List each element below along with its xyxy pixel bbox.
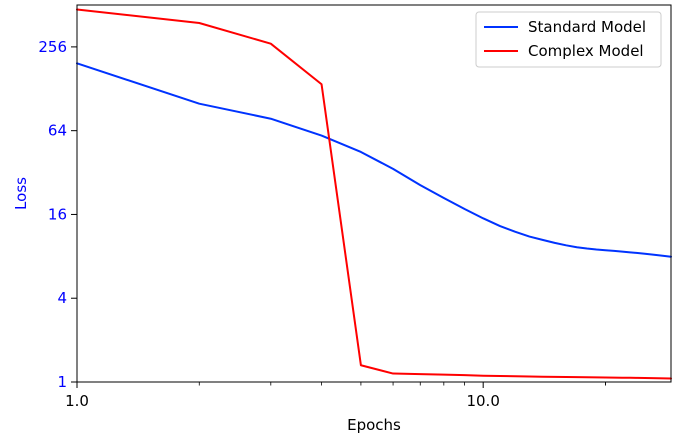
x-axis-title: Epochs <box>347 416 401 434</box>
y-tick-label: 64 <box>48 122 67 140</box>
y-tick-label: 256 <box>38 38 67 56</box>
legend-label: Standard Model <box>528 18 646 36</box>
y-tick-label: 1 <box>57 373 67 391</box>
series-line-2 <box>76 8 672 380</box>
plot-frame <box>76 4 672 383</box>
legend: Standard Model Complex Model <box>475 11 662 68</box>
y-axis-title: Loss <box>12 177 30 210</box>
legend-box <box>475 11 662 68</box>
x-tick-label: 1.0 <box>65 392 89 410</box>
y-tick-label: 4 <box>57 289 67 307</box>
x-axis: 1.0 10.0 <box>65 382 606 410</box>
y-axis: 1 4 16 64 256 <box>38 38 77 391</box>
x-tick-label: 10.0 <box>466 392 499 410</box>
legend-label: Complex Model <box>528 42 644 60</box>
series-line-1 <box>76 62 672 258</box>
y-tick-label: 16 <box>48 205 67 223</box>
series-layer <box>76 8 672 380</box>
